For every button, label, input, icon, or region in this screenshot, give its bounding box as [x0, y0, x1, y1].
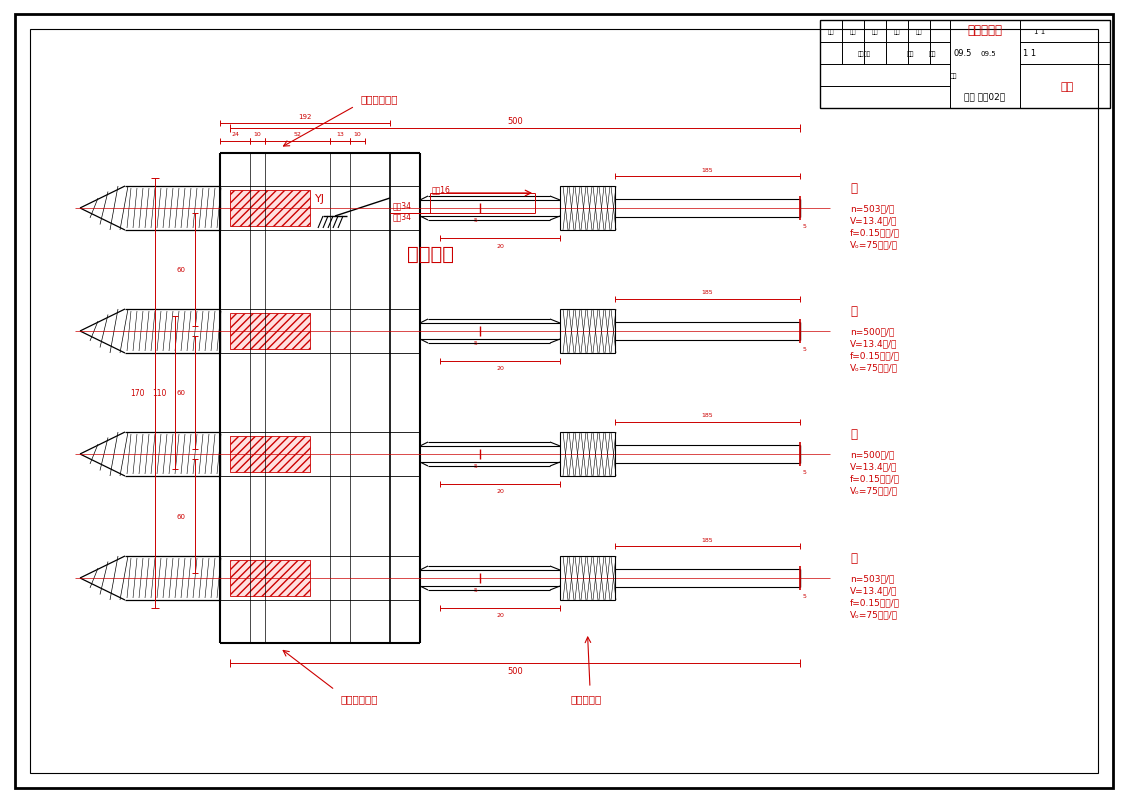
- Bar: [230, 314, 310, 349]
- Text: 09.5: 09.5: [953, 50, 971, 59]
- Text: 5: 5: [803, 347, 807, 352]
- Text: 比例: 比例: [928, 51, 936, 57]
- Text: 5: 5: [803, 224, 807, 229]
- Text: 185: 185: [702, 413, 713, 418]
- Text: 24: 24: [231, 132, 239, 137]
- Text: 185: 185: [702, 537, 713, 542]
- Text: 锥柄长麻花钒: 锥柄长麻花钒: [340, 693, 378, 703]
- Text: YJ: YJ: [315, 194, 325, 204]
- Text: Vₒ=75毫米/分: Vₒ=75毫米/分: [851, 486, 898, 495]
- Text: 5: 5: [473, 341, 477, 346]
- Text: 工作循环: 工作循环: [406, 244, 453, 263]
- Text: 500: 500: [508, 666, 523, 675]
- Text: 13: 13: [336, 132, 344, 137]
- Text: V=13.4米/分: V=13.4米/分: [851, 216, 898, 225]
- Text: 60: 60: [176, 390, 185, 396]
- Text: 简介: 简介: [1060, 82, 1074, 92]
- Text: 钒: 钒: [851, 552, 857, 565]
- Text: f=0.15毫米/转: f=0.15毫米/转: [851, 228, 900, 237]
- Bar: [559, 187, 615, 230]
- Text: 钒: 钒: [851, 305, 857, 318]
- Text: 批准: 批准: [893, 29, 900, 35]
- Text: 52: 52: [293, 132, 301, 137]
- Text: 重量: 重量: [906, 51, 914, 57]
- Text: 5: 5: [473, 464, 477, 469]
- Text: 主轴箱端面: 主轴箱端面: [570, 693, 601, 703]
- Text: 60: 60: [176, 267, 185, 273]
- Text: 20: 20: [496, 613, 504, 618]
- Text: 60: 60: [176, 513, 185, 520]
- Text: 09.5: 09.5: [980, 51, 996, 57]
- Text: 设计: 设计: [828, 29, 835, 35]
- Text: 东南 变瘆02系: 东南 变瘆02系: [964, 92, 1005, 101]
- Text: 5: 5: [803, 470, 807, 475]
- Text: 500: 500: [508, 116, 523, 125]
- Text: 材料: 材料: [950, 73, 957, 79]
- Text: Vₒ=75毫米/分: Vₒ=75毫米/分: [851, 609, 898, 619]
- Text: 5: 5: [473, 218, 477, 223]
- Text: 1 1: 1 1: [1023, 50, 1037, 59]
- Text: f=0.15毫米/转: f=0.15毫米/转: [851, 474, 900, 483]
- Text: 工艺: 工艺: [916, 29, 923, 35]
- Bar: [559, 433, 615, 476]
- Text: n=503转/分: n=503转/分: [851, 204, 895, 214]
- Text: V=13.4米/分: V=13.4米/分: [851, 585, 898, 595]
- Bar: [230, 560, 310, 597]
- Text: 110: 110: [152, 389, 166, 397]
- Text: Vₒ=75毫米/分: Vₒ=75毫米/分: [851, 240, 898, 249]
- Text: 185: 185: [702, 167, 713, 173]
- Text: 钒: 钒: [851, 182, 857, 195]
- Text: f=0.15毫米/转: f=0.15毫米/转: [851, 351, 900, 360]
- Bar: [559, 310, 615, 353]
- Text: 阶段标记: 阶段标记: [857, 51, 871, 57]
- Bar: [820, 21, 1110, 109]
- Text: n=503转/分: n=503转/分: [851, 574, 895, 583]
- Text: 审核: 审核: [872, 29, 879, 35]
- Text: V=13.4米/分: V=13.4米/分: [851, 339, 898, 348]
- Bar: [559, 556, 615, 601]
- Text: 20: 20: [496, 366, 504, 371]
- Text: 20: 20: [496, 489, 504, 494]
- Text: Vₒ=75毫米/分: Vₒ=75毫米/分: [851, 363, 898, 372]
- Text: 10: 10: [254, 132, 262, 137]
- Text: 10: 10: [353, 132, 361, 137]
- Text: 加工示意图: 加工示意图: [968, 24, 1003, 38]
- Text: 钒: 钒: [851, 428, 857, 441]
- Text: n=500转/分: n=500转/分: [851, 327, 895, 336]
- Bar: [230, 191, 310, 226]
- Text: 192: 192: [298, 114, 311, 120]
- Text: 快退34: 快退34: [393, 212, 412, 221]
- Text: n=500转/分: n=500转/分: [851, 450, 895, 459]
- Bar: [230, 437, 310, 472]
- Text: 5: 5: [473, 588, 477, 593]
- Text: 校对: 校对: [849, 29, 856, 35]
- Text: 1 1: 1 1: [1034, 29, 1046, 35]
- Text: 锥柄长麻花钒: 锥柄长麻花钒: [360, 94, 397, 104]
- Text: f=0.15毫米/转: f=0.15毫米/转: [851, 597, 900, 607]
- Text: 5: 5: [803, 593, 807, 599]
- Text: V=13.4米/分: V=13.4米/分: [851, 462, 898, 471]
- Text: 工进34: 工进34: [393, 202, 412, 210]
- Text: 170: 170: [130, 389, 144, 398]
- Text: 185: 185: [702, 290, 713, 296]
- Text: 快进16: 快进16: [432, 185, 451, 194]
- Text: 20: 20: [496, 243, 504, 248]
